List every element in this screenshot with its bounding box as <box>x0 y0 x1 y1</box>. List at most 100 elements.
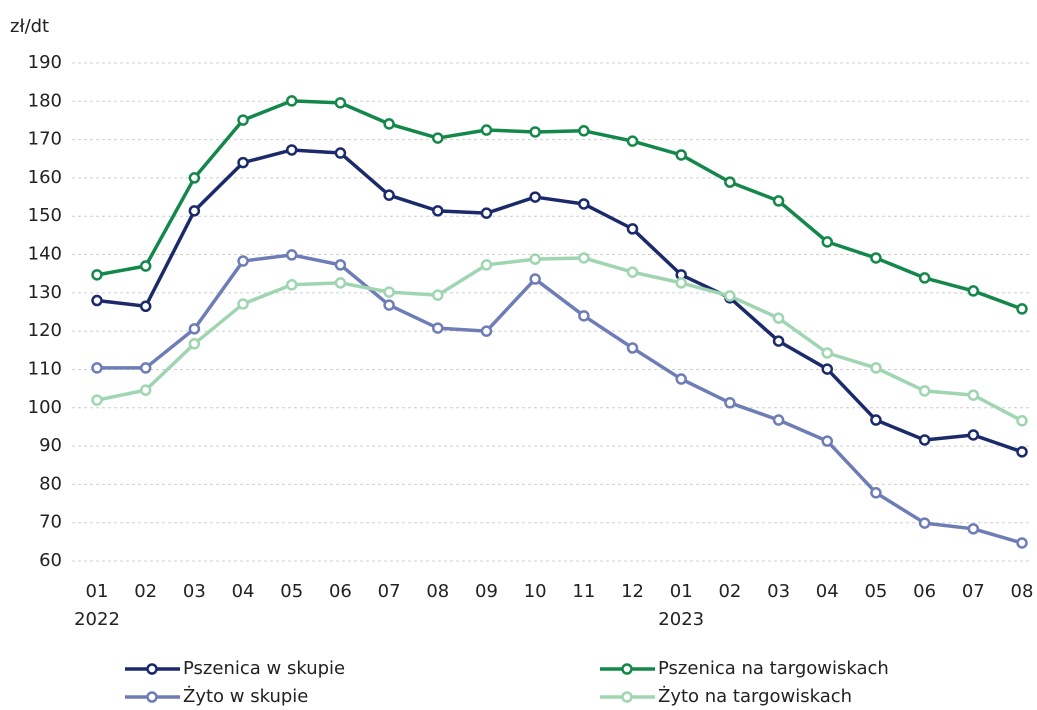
data-point <box>772 195 785 207</box>
data-point <box>772 312 785 324</box>
x-tick-label: 11 <box>572 581 595 602</box>
data-point <box>139 384 152 396</box>
data-point <box>1016 446 1028 458</box>
data-point <box>967 523 980 535</box>
x-tick-label: 04 <box>232 581 255 602</box>
data-point <box>918 272 931 284</box>
data-point <box>578 310 590 322</box>
data-point <box>285 144 298 156</box>
data-point <box>334 277 347 289</box>
data-point <box>626 135 639 147</box>
data-point <box>529 273 541 285</box>
data-point <box>139 300 152 313</box>
legend-label: Żyto na targowiskach <box>658 686 852 707</box>
legend-label: Żyto w skupie <box>183 686 308 707</box>
data-point <box>91 294 103 307</box>
data-point <box>383 189 395 201</box>
series-line <box>96 148 1023 454</box>
data-point <box>1016 415 1028 427</box>
data-point <box>821 363 834 375</box>
data-point <box>334 147 347 159</box>
data-point <box>237 255 249 267</box>
data-point <box>821 236 834 248</box>
series-line <box>96 256 1023 423</box>
data-point <box>821 435 834 447</box>
data-point <box>578 198 590 210</box>
data-point <box>383 299 395 311</box>
data-point <box>870 487 882 499</box>
data-point <box>967 429 980 441</box>
x-tick-label: 10 <box>524 581 547 602</box>
data-point <box>870 252 882 264</box>
data-point <box>237 156 249 169</box>
data-point <box>285 249 298 261</box>
data-point <box>237 298 249 310</box>
y-tick-label: 90 <box>39 435 62 456</box>
data-point <box>578 252 590 264</box>
data-point <box>188 323 201 335</box>
legend-marker <box>621 663 633 675</box>
data-point <box>578 125 590 137</box>
legend-marker <box>146 691 158 703</box>
series-line <box>97 253 1023 545</box>
x-tick-label: 08 <box>1011 581 1034 602</box>
y-tick-label: 170 <box>28 129 62 150</box>
data-point <box>334 259 347 271</box>
y-tick-label: 150 <box>28 205 62 226</box>
x-tick-label: 03 <box>183 581 206 602</box>
x-tick-label: 02 <box>718 581 741 602</box>
series-line <box>96 99 1023 311</box>
data-point <box>432 205 444 217</box>
data-point <box>626 342 639 354</box>
data-point <box>626 223 639 235</box>
data-point <box>918 434 931 446</box>
data-point <box>480 259 493 271</box>
data-point <box>285 279 298 291</box>
data-point <box>432 289 444 301</box>
y-tick-label: 140 <box>28 244 62 265</box>
data-point <box>139 260 152 272</box>
data-point <box>918 385 931 397</box>
data-point <box>237 114 249 126</box>
data-point <box>772 414 785 426</box>
y-tick-label: 110 <box>28 358 62 379</box>
x-tick-label: 01 <box>86 581 109 602</box>
x-tick-label: 07 <box>378 581 401 602</box>
data-point <box>1016 303 1028 315</box>
data-point <box>480 207 493 219</box>
y-tick-label: 100 <box>28 397 62 418</box>
data-point <box>675 149 687 161</box>
data-point <box>967 285 980 297</box>
x-tick-label: 12 <box>621 581 644 602</box>
y-axis-label: zł/dt <box>10 16 49 37</box>
y-tick-label: 160 <box>28 167 62 188</box>
y-tick-label: 190 <box>28 52 62 73</box>
data-point <box>383 118 395 130</box>
data-point <box>675 373 687 385</box>
x-tick-label: 05 <box>280 581 303 602</box>
y-tick-label: 80 <box>39 473 62 494</box>
data-point <box>675 277 687 289</box>
data-point <box>91 394 103 406</box>
data-point <box>432 322 444 334</box>
data-point <box>480 124 493 136</box>
data-point <box>139 362 152 374</box>
x-group-label: 2023 <box>658 609 704 630</box>
y-tick-label: 180 <box>28 90 62 111</box>
y-tick-label: 70 <box>39 512 62 533</box>
data-point <box>91 362 103 374</box>
x-tick-label: 05 <box>864 581 887 602</box>
data-point <box>188 172 201 184</box>
legend-label: Pszenica w skupie <box>183 658 345 679</box>
data-point <box>870 362 882 374</box>
data-point <box>821 347 834 359</box>
data-point <box>724 176 736 188</box>
x-tick-label: 07 <box>962 581 985 602</box>
x-tick-label: 06 <box>329 581 352 602</box>
x-tick-label: 01 <box>670 581 693 602</box>
legend-marker <box>146 663 158 675</box>
data-point <box>188 205 201 217</box>
x-tick-label: 02 <box>134 581 157 602</box>
data-point <box>1016 537 1028 549</box>
